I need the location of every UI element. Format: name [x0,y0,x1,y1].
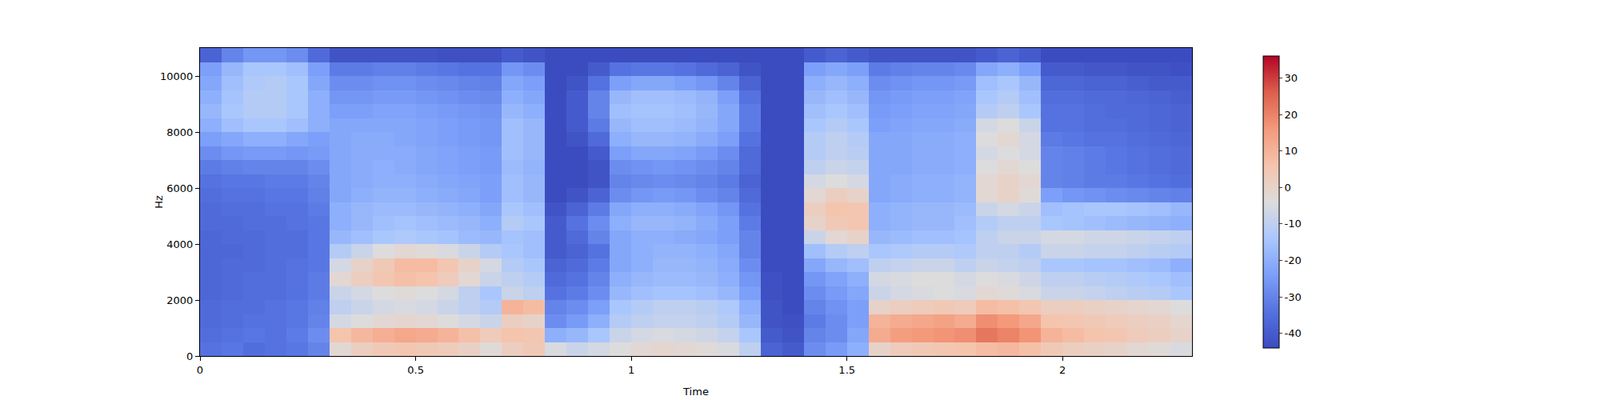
svg-text:-40: -40 [1284,327,1302,340]
svg-text:4000: 4000 [166,238,193,251]
svg-text:-30: -30 [1284,291,1302,304]
svg-text:30: 30 [1284,72,1299,84]
svg-text:0.5: 0.5 [407,364,424,376]
svg-text:20: 20 [1284,108,1299,121]
svg-text:6000: 6000 [166,182,193,195]
svg-text:10: 10 [1284,144,1299,157]
svg-text:2: 2 [1059,364,1066,376]
svg-text:1: 1 [628,364,635,376]
svg-text:-20: -20 [1284,254,1302,267]
svg-text:0: 0 [196,364,204,376]
svg-text:1.5: 1.5 [838,364,856,376]
svg-text:Hz: Hz [152,195,165,209]
svg-text:Time: Time [682,385,709,398]
svg-text:8000: 8000 [166,126,193,139]
svg-text:0: 0 [186,350,193,363]
svg-text:2000: 2000 [166,294,193,307]
svg-text:-10: -10 [1284,217,1302,230]
svg-text:10000: 10000 [160,70,193,83]
svg-text:0: 0 [1284,181,1292,194]
